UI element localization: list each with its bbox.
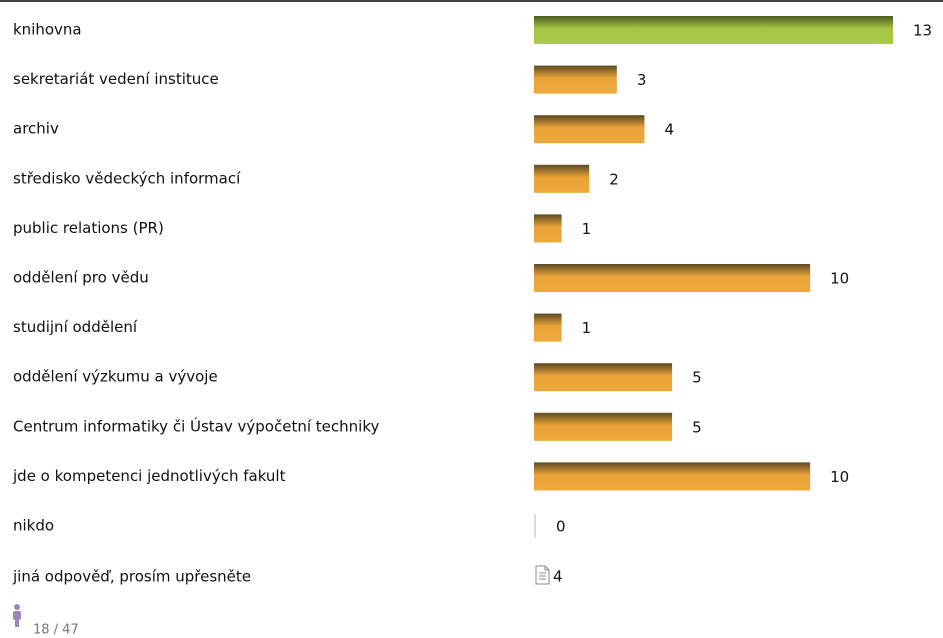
respondents: 18 / 47 [13, 604, 79, 638]
respondents-count: 18 / 47 [33, 623, 79, 638]
category-label: studijní oddělení [13, 318, 138, 336]
value-label: 5 [692, 418, 702, 436]
category-label: nikdo [13, 517, 54, 535]
category-label: sekretariát vedení instituce [13, 70, 219, 88]
bar [534, 313, 562, 342]
bar [534, 115, 645, 144]
value-label: 5 [692, 369, 702, 387]
value-label: 1 [582, 319, 592, 337]
document-icon [535, 565, 550, 585]
other-label: jiná odpověď, prosím upřesněte [12, 568, 251, 586]
value-label: 0 [556, 518, 566, 536]
bar [534, 264, 811, 292]
category-label: jde o kompetenci jednotlivých fakult [12, 467, 286, 485]
bar [534, 363, 673, 392]
category-label: public relations (PR) [13, 219, 164, 237]
value-label: 2 [609, 170, 619, 188]
value-label: 10 [830, 468, 849, 486]
category-label: středisko vědeckých informací [13, 169, 241, 187]
bar [534, 65, 617, 94]
category-label: oddělení výzkumu a vývoje [13, 368, 218, 386]
bar [534, 16, 893, 44]
value-label: 4 [664, 121, 674, 139]
category-label: oddělení pro vědu [13, 269, 149, 287]
category-label: archiv [13, 120, 59, 138]
value-label: 13 [913, 22, 932, 40]
bar [534, 462, 811, 491]
category-label: Centrum informatiky či Ústav výpočetní t… [13, 416, 379, 435]
person-icon [13, 604, 21, 627]
other-count: 4 [553, 568, 563, 586]
bar [534, 412, 673, 441]
value-label: 3 [637, 71, 647, 89]
other-row: jiná odpověď, prosím upřesněte 4 [12, 565, 563, 586]
category-label: knihovna [13, 21, 82, 39]
bar [534, 214, 562, 243]
bar [534, 164, 590, 193]
value-label: 1 [582, 220, 592, 238]
value-label: 10 [830, 270, 849, 288]
